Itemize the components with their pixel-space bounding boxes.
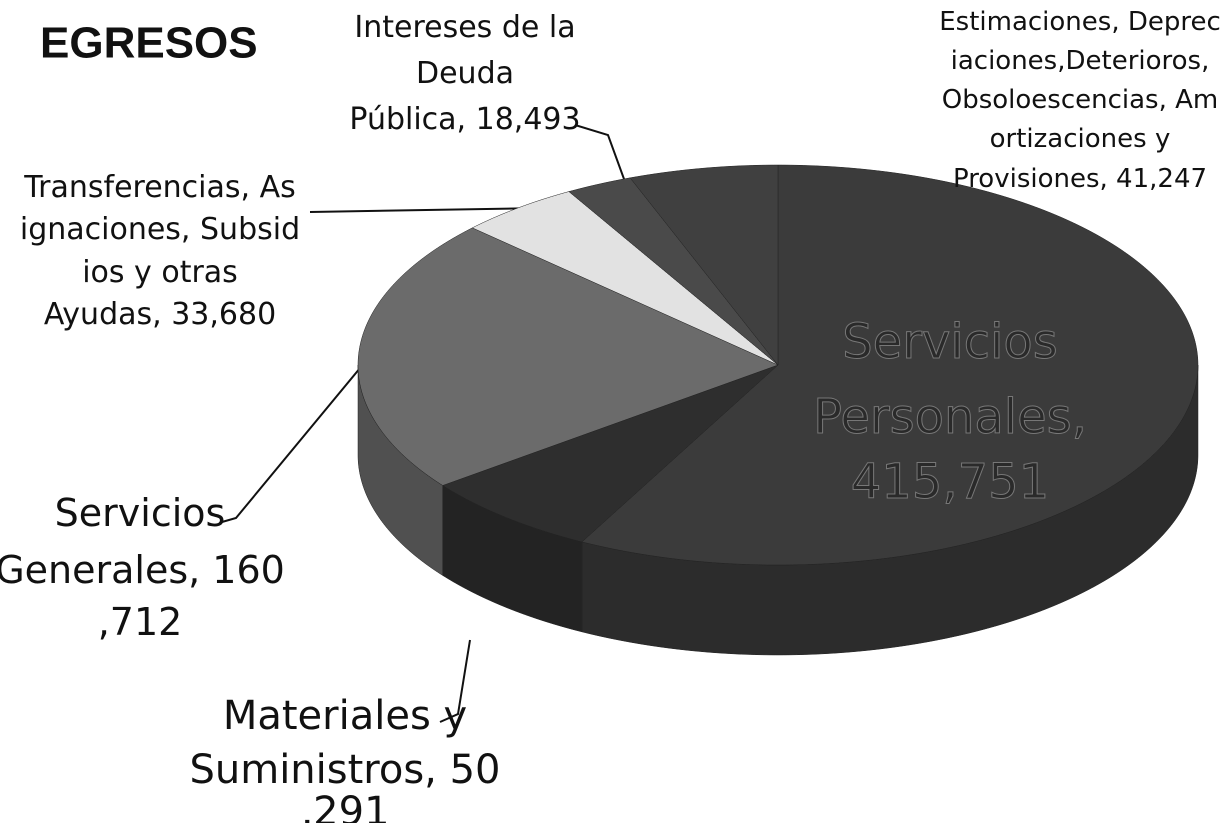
pie-slice <box>442 364 779 543</box>
data-label: Servicios Personales, 415,751 <box>813 314 1087 510</box>
label-line: Intereses de la <box>354 10 575 45</box>
data-label: Materiales y Suministros, 50,291 <box>189 693 500 823</box>
data-label: Estimaciones, Deprec iaciones,Deterioros,… <box>939 7 1221 194</box>
pie-slice <box>357 227 779 486</box>
chart-title: EGRESOS <box>40 19 258 68</box>
pie-slice <box>629 164 779 366</box>
label-line: Ayudas, 33,680 <box>44 297 276 332</box>
label-line: Personales, <box>813 389 1087 445</box>
label-line: iaciones,Deterioros, <box>951 46 1210 76</box>
label-line: Suministros, 50 <box>189 747 500 793</box>
label-line: Servicios <box>842 314 1058 370</box>
label-line: Generales, 160 <box>0 548 285 592</box>
data-label: Servicios Generales, 160 ,712 <box>0 491 285 644</box>
leader-line <box>309 207 546 213</box>
label-line: ,291 <box>300 789 389 823</box>
leader-lines <box>221 124 629 723</box>
leader-line <box>221 355 371 523</box>
leader-line <box>439 639 471 723</box>
label-line: ,712 <box>98 600 183 644</box>
label-line: Materiales y <box>223 693 467 739</box>
label-line: Provisiones, 41,247 <box>953 164 1207 194</box>
label-line: 415,751 <box>851 454 1050 510</box>
label-line: ios y otras <box>82 255 238 290</box>
label-line: ortizaciones y <box>990 124 1171 154</box>
label-line: Transferencias, As <box>23 170 296 205</box>
label-line: Pública, 18,493 <box>349 102 580 137</box>
pie-slice <box>568 177 779 366</box>
label-line: Deuda <box>416 56 514 91</box>
label-line: ignaciones, Subsid <box>20 212 300 247</box>
pie-tops <box>357 164 1199 566</box>
label-line: Estimaciones, Deprec <box>939 7 1221 37</box>
pie-walls <box>357 364 1199 656</box>
pie-slice <box>471 191 779 366</box>
label-line: Obsoloescencias, Am <box>942 85 1219 115</box>
pie-slice <box>581 164 1199 566</box>
leader-line <box>574 124 629 191</box>
data-label: Transferencias, As ignaciones, Subsid ios … <box>20 170 300 332</box>
label-line: Servicios <box>55 491 226 535</box>
data-label: Intereses de la Deuda Pública, 18,493 <box>349 10 580 137</box>
